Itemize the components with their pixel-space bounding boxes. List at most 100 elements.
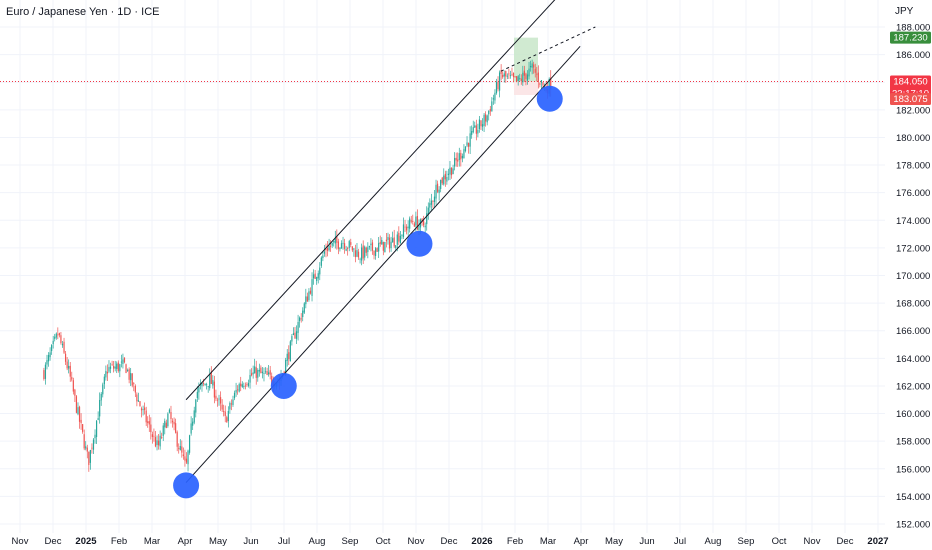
- candle-body: [144, 407, 146, 411]
- price-tick-label: 166.000: [896, 326, 930, 337]
- candle-body: [83, 434, 85, 449]
- candle-body: [542, 82, 544, 86]
- candle-body: [486, 115, 488, 123]
- candle-body: [522, 72, 524, 83]
- candle-body: [71, 377, 73, 380]
- candle-body: [283, 371, 285, 374]
- candle-body: [463, 149, 465, 159]
- candle-body: [148, 421, 150, 425]
- candle-body: [500, 70, 502, 74]
- candle-body: [100, 393, 102, 401]
- time-tick-label: 2026: [471, 536, 492, 547]
- candle-body: [452, 168, 454, 175]
- candle-body: [230, 403, 233, 405]
- candle-body: [388, 237, 391, 249]
- candle-body: [190, 423, 192, 434]
- candle-body: [72, 380, 74, 392]
- candle-body: [249, 375, 251, 383]
- price-tick-label: 170.000: [896, 271, 930, 282]
- candle-body: [477, 129, 479, 134]
- candle-body: [204, 383, 206, 386]
- candle-body: [145, 410, 147, 423]
- candle-body: [289, 341, 291, 362]
- trend-channel[interactable]: [185, 0, 596, 483]
- candle-body: [292, 333, 295, 336]
- candle-body: [498, 72, 501, 91]
- candle-body: [269, 370, 271, 375]
- candle-body: [325, 249, 327, 251]
- candle-body: [502, 75, 504, 78]
- candle-body: [86, 447, 88, 452]
- time-axis[interactable]: Nov Dec 2025 Feb Mar Apr May Jun Jul Aug Sep Oct Nov…: [0, 533, 932, 550]
- candle-body: [179, 446, 181, 451]
- candle-body: [285, 359, 287, 375]
- stop-price-badge: 183.075: [893, 94, 927, 105]
- channel-upper-line[interactable]: [185, 0, 556, 401]
- price-tick-label: 174.000: [896, 216, 930, 227]
- candle-body: [68, 365, 70, 369]
- candle-body: [201, 382, 203, 387]
- price-tick-label: 158.000: [896, 437, 930, 448]
- candle-body: [450, 167, 453, 176]
- candle-body: [429, 203, 431, 208]
- candle-body: [320, 257, 322, 266]
- candle-body: [187, 450, 189, 465]
- candle-body: [368, 245, 370, 248]
- candle-body: [426, 213, 428, 225]
- candle-body: [362, 245, 364, 259]
- candle-body: [140, 408, 143, 411]
- candle-body: [151, 434, 153, 437]
- candle-body: [322, 255, 324, 259]
- candle-body: [330, 245, 332, 247]
- candle-body: [436, 183, 439, 192]
- candle-body: [379, 241, 381, 244]
- last-price-badge: 184.050: [893, 77, 927, 88]
- candle-body: [147, 421, 149, 423]
- candle-body: [193, 410, 195, 423]
- candle-body: [505, 71, 507, 77]
- price-tick-label: 176.000: [896, 188, 930, 199]
- candle-body: [223, 411, 225, 412]
- candle-body: [202, 383, 205, 384]
- candle-body: [299, 317, 301, 321]
- candle-body: [309, 290, 312, 294]
- candle-body: [520, 78, 522, 81]
- candle-body: [458, 153, 460, 161]
- candle-body: [492, 98, 494, 100]
- candle-body: [449, 167, 451, 175]
- candle-body: [219, 397, 222, 404]
- price-tick-label: 154.000: [896, 492, 930, 503]
- candle-body: [378, 243, 380, 252]
- candle-body: [339, 247, 341, 250]
- candle-body: [385, 239, 388, 242]
- candle-body: [402, 224, 405, 238]
- candle-body: [252, 372, 254, 375]
- candle-body: [455, 157, 457, 161]
- candle-body: [467, 142, 470, 147]
- candle-body: [317, 273, 319, 279]
- candle-body: [396, 234, 398, 245]
- candle-body: [178, 448, 180, 449]
- chart-grid: [0, 0, 885, 533]
- candle-body: [114, 366, 116, 369]
- candle-body: [356, 250, 358, 257]
- touch-marker: [270, 372, 297, 399]
- channel-dashed-extension[interactable]: [500, 26, 596, 72]
- candle-body: [47, 355, 50, 362]
- candle-body: [255, 367, 257, 378]
- price-tick-label: 152.000: [896, 520, 930, 531]
- channel-lower-line[interactable]: [185, 45, 581, 483]
- candle-body: [157, 440, 160, 446]
- candle-body: [421, 218, 423, 222]
- candle-body: [435, 184, 437, 199]
- price-tick-label: 162.000: [896, 381, 930, 392]
- price-tick-label: 178.000: [896, 161, 930, 172]
- candle-body: [182, 454, 184, 456]
- candle-body: [540, 80, 543, 83]
- candle-body: [247, 382, 250, 386]
- candle-body: [373, 250, 375, 256]
- candle-body: [184, 456, 186, 461]
- candle-body: [185, 458, 188, 463]
- time-tick-label: Oct: [772, 536, 787, 547]
